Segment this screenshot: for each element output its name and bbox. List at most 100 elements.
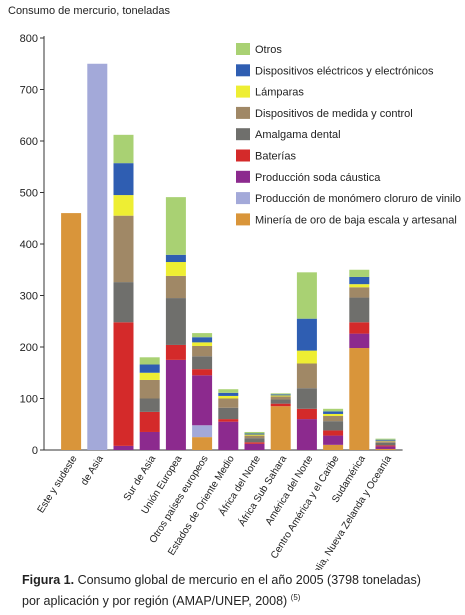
bar-segment [165, 344, 186, 360]
bar-segment [349, 287, 370, 298]
bar-segment [113, 445, 134, 450]
bar-segment [375, 438, 396, 440]
bar-segment [323, 408, 344, 412]
x-tick-label: de Asia [79, 453, 106, 487]
bar-segment [296, 408, 317, 420]
y-tick-label: 700 [20, 85, 38, 97]
bar-segment [139, 398, 160, 412]
bar-segment [244, 442, 265, 444]
bar-segment [323, 444, 344, 450]
bar-segment [165, 298, 186, 345]
bar-segment [349, 269, 370, 277]
bar-segment [113, 282, 134, 323]
y-tick-label: 500 [20, 188, 38, 200]
legend-swatch [236, 170, 250, 183]
bar-segment [349, 333, 370, 349]
bar-segment [270, 396, 291, 400]
bar-segment [323, 430, 344, 436]
bar-segment [244, 433, 265, 435]
bar-segment [139, 431, 160, 450]
bar-segment [323, 416, 344, 422]
bar-segment [244, 431, 265, 434]
legend-label: Lámparas [255, 87, 304, 99]
bar-segment [323, 413, 344, 417]
legend-label: Otros [255, 44, 282, 56]
bar-segment [165, 359, 186, 450]
bar-segment [218, 407, 239, 420]
bar-segment [270, 399, 291, 404]
bar-segment [323, 435, 344, 445]
bar-segment [113, 134, 134, 164]
y-tick-label: 300 [20, 291, 38, 303]
bar-segment [270, 406, 291, 450]
legend-label: Dispositivos eléctricos y electrónicos [255, 65, 434, 77]
bar-segment [349, 276, 370, 285]
bar-segment [192, 333, 213, 338]
bar-segment [218, 398, 239, 408]
bar-segment [218, 395, 239, 399]
legend-label: Dispositivos de medida y control [255, 108, 413, 120]
bar-segment [192, 425, 213, 438]
x-tick-label: América del Norte [264, 453, 316, 527]
bar-segment [139, 364, 160, 373]
legend-swatch [236, 43, 250, 55]
bar-segment [113, 163, 134, 196]
bar-segment [349, 348, 370, 450]
bar-segment [165, 275, 186, 299]
bar-segment [296, 272, 317, 319]
bar-segment [323, 421, 344, 431]
bar-segment [270, 393, 291, 395]
bar-segment [61, 213, 82, 450]
bar-segment [192, 356, 213, 370]
y-tick-label: 0 [32, 445, 38, 457]
bar-segment [165, 197, 186, 255]
legend-swatch [236, 85, 250, 98]
bar-segment [244, 435, 265, 439]
y-axis-label: Consumo de mercurio, toneladas [8, 5, 171, 17]
bar-segment [139, 411, 160, 432]
bar-segment [113, 195, 134, 216]
bar-segment [192, 369, 213, 376]
y-tick-label: 100 [20, 394, 38, 406]
legend-label: Amalgama dental [255, 129, 341, 141]
x-tick-label: Este y sudeste [36, 453, 80, 515]
bar-segment [349, 284, 370, 288]
bar-segment [296, 419, 317, 450]
bar-segment [192, 437, 213, 450]
bar-segment [244, 438, 265, 443]
bar-segment [165, 254, 186, 263]
bar-segment [139, 372, 160, 380]
caption-label: Figura 1. [22, 573, 75, 587]
bar-segment [192, 342, 213, 346]
chart: Consumo de mercurio, toneladas 0 100 200 30… [8, 5, 461, 596]
bar-segment [139, 379, 160, 399]
bar-segment [296, 318, 317, 351]
y-tick-label: 200 [20, 342, 38, 354]
legend-swatch [236, 64, 250, 77]
bar-segment [375, 439, 396, 441]
y-tick-label: 800 [20, 33, 38, 45]
bar-segment [218, 421, 239, 450]
y-tick-label: 400 [20, 239, 38, 251]
bar-segment [270, 395, 291, 397]
bar-segment [87, 63, 108, 450]
bar-segment [349, 297, 370, 323]
bar-segment [192, 345, 213, 357]
legend-swatch [236, 192, 250, 205]
legend-swatch [236, 106, 250, 119]
bar-segment [218, 392, 239, 396]
bar-segment [375, 445, 396, 447]
bar-segment [244, 443, 265, 450]
bar-segment [375, 441, 396, 443]
legend-label: Minería de oro de baja escala y artesana… [255, 214, 457, 226]
bar-segment [375, 446, 396, 449]
y-tick-label: 600 [20, 136, 38, 148]
bar-segment [192, 375, 213, 426]
bar-segment [113, 215, 134, 283]
bar-segment [244, 434, 265, 436]
legend-label: Producción de monómero cloruro de vinilo [255, 193, 461, 205]
legend-swatch [236, 149, 250, 162]
caption: Figura 1. Consumo global de mercurio en … [22, 572, 442, 610]
bar-segment [113, 322, 134, 446]
